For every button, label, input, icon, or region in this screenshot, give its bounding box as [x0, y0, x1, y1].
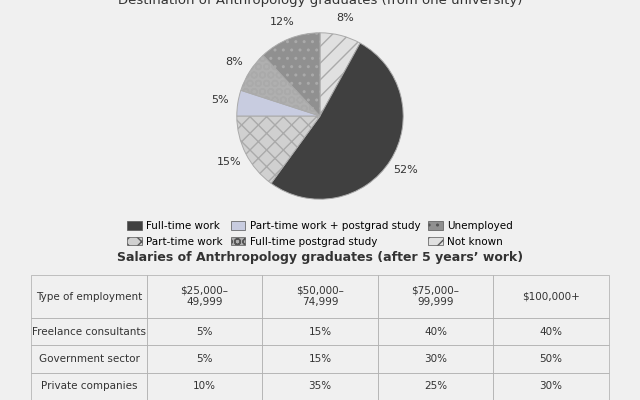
- Wedge shape: [237, 116, 320, 183]
- Text: 5%: 5%: [211, 95, 228, 105]
- Wedge shape: [271, 43, 403, 199]
- Title: Destination of Anthropology graduates (from one university): Destination of Anthropology graduates (f…: [118, 0, 522, 7]
- Wedge shape: [241, 55, 320, 116]
- Text: 8%: 8%: [225, 57, 243, 67]
- Wedge shape: [263, 33, 320, 116]
- Wedge shape: [237, 90, 320, 116]
- Wedge shape: [320, 33, 360, 116]
- Text: 8%: 8%: [337, 13, 354, 23]
- Text: Salaries of Antrhropology graduates (after 5 years’ work): Salaries of Antrhropology graduates (aft…: [117, 251, 523, 264]
- Text: 15%: 15%: [217, 157, 242, 167]
- Text: 52%: 52%: [394, 165, 418, 175]
- Legend: Full-time work, Part-time work, Part-time work + postgrad study, Full-time postg: Full-time work, Part-time work, Part-tim…: [127, 221, 513, 247]
- Text: 12%: 12%: [270, 17, 295, 27]
